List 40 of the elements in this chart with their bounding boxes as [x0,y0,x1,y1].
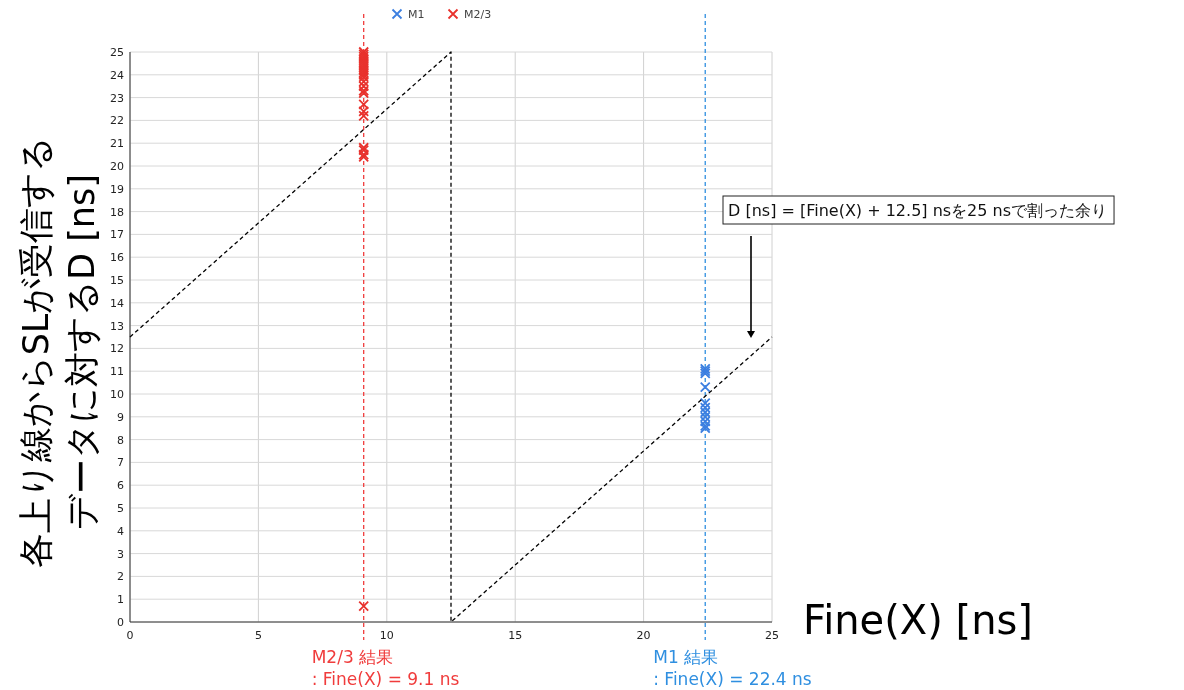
y-axis-title: 各上り線からSLが受信するデータに対するD [ns] [16,135,102,569]
y-tick-label: 24 [110,68,124,82]
y-tick-label: 15 [110,274,124,287]
y-tick-label: 6 [117,479,124,493]
y-tick-label: 21 [110,137,124,151]
y-tick-label: 19 [110,182,124,196]
y-tick-label: 13 [110,319,124,333]
y-tick-label: 23 [110,91,124,105]
legend-label: M1 [408,8,425,21]
y-tick-label: 2 [117,570,124,584]
y-tick-label: 22 [110,114,124,128]
y-tick-label: 7 [117,456,124,470]
y-tick-label: 4 [117,524,124,538]
y-tick-label: 20 [110,160,124,173]
x-tick-label: 15 [508,629,523,642]
x-tick-label: 20 [636,629,651,642]
x-axis-title: Fine(X) [ns] [803,597,1033,643]
annotation: D [ns] = [Fine(X) + 12.5] nsを25 nsで割った余り [728,201,1108,220]
y-tick-label: 16 [110,251,124,265]
annotation: D [ns] = [Fine(X) + 12.5] nsを25 nsで割った余り [722,195,1115,338]
legend-label: M2/3 [464,8,492,21]
y-tick-label: 18 [110,205,124,219]
y-tick-label: 11 [110,365,124,379]
y-tick-label: 14 [110,296,124,310]
y-tick-label: 10 [110,388,124,401]
x-tick-label: 0 [126,629,134,642]
y-tick-label: 25 [110,46,124,59]
x-tick-label: 10 [379,629,394,642]
y-tick-label: 12 [110,342,124,356]
x-tick-label: 5 [254,629,262,642]
y-tick-label: 5 [117,502,124,515]
ref-line-label: M2/3 結果 : Fine(X) = 9.1 ns [311,647,460,689]
x-tick-label: 25 [765,629,779,642]
ref-line-label: M1 結果 : Fine(X) = 22.4 ns [653,647,812,689]
y-tick-label: 0 [117,616,124,629]
y-tick-label: 17 [110,228,124,242]
y-tick-label: 8 [117,433,124,447]
y-tick-label: 3 [117,547,124,561]
y-tick-label: 9 [117,410,124,424]
y-tick-label: 1 [117,593,124,607]
